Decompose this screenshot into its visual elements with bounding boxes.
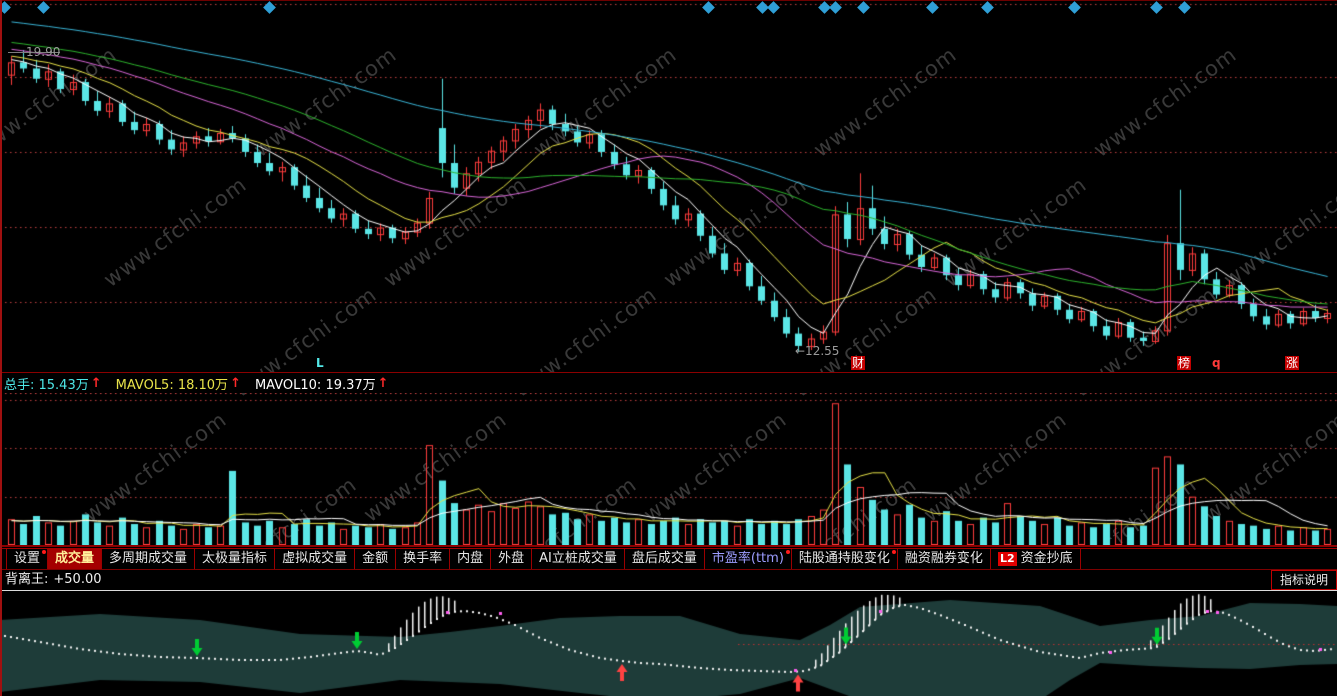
tab-label: 市盈率(ttm) [711,551,784,566]
tab-6[interactable]: 换手率 [396,549,451,569]
event-letter-marker[interactable]: q [1212,356,1221,370]
indicator-tab-bar: 设置 成交量 多周期成交量 太极量指标 虚拟成交量 金额 换手率 内盘 外盘 AI立桩成交量 盘后成… [0,548,1337,570]
tab-label: 资金抄底 [1020,551,1073,566]
volume-readout: 总手: 15.43万 ↑ [4,374,102,393]
indicator-header: 背离王: +50.00 指标说明 [0,570,1337,591]
tab-label: 多周期成交量 [109,551,188,566]
volume-readout-text: MAVOL10: 19.37万 [254,377,376,393]
tab-0[interactable]: 设置 [6,549,49,569]
volume-tabs-divider [0,545,1337,547]
tab-14[interactable]: L2 资金抄底 [991,549,1081,569]
volume-readout-text: 总手: 15.43万 [4,377,89,393]
tab-label: AI立桩成交量 [539,551,617,566]
notification-dot-icon [891,550,896,554]
tab-label: 盘后成交量 [631,551,697,566]
tab-label: 内盘 [457,551,484,566]
up-arrow-icon: ↑ [230,375,241,391]
tab-7[interactable]: 内盘 [450,549,492,569]
volume-readout: MAVOL5: 18.10万 ↑ [116,374,241,393]
tab-10[interactable]: 盘后成交量 [625,549,705,569]
tab-label: 虚拟成交量 [282,551,348,566]
indicator-help-button[interactable]: 指标说明 [1270,570,1337,590]
main-candlestick-chart[interactable] [0,0,1337,373]
high-price-label: 19.90 [26,45,61,59]
tab-label: 外盘 [498,551,525,566]
tab-8[interactable]: 外盘 [491,549,533,569]
tab-label: 金额 [362,551,389,566]
tab-label: 陆股通持股变化 [798,551,890,566]
tab-12[interactable]: 陆股通持股变化 [792,549,898,569]
left-axis-line [0,0,2,696]
indicator-title: 背离王: [5,572,49,587]
tab-11[interactable]: 市盈率(ttm) [705,549,792,569]
notification-dot-icon [42,550,47,554]
volume-readout: MAVOL10: 19.37万 ↑ [255,374,389,393]
tab-1[interactable]: 成交量 [48,549,103,569]
event-letter-marker[interactable]: 涨 [1285,356,1300,370]
volume-header: 总手: 15.43万 ↑ MAVOL5: 18.10万 ↑ MAVOL10: 19.37… [0,373,1337,393]
main-volume-divider [0,372,1337,373]
top-border-line [0,0,1337,1]
tab-13[interactable]: 融资融券变化 [898,549,991,569]
tab-9[interactable]: AI立桩成交量 [532,549,625,569]
event-letter-marker[interactable]: 榜 [1177,356,1192,370]
event-letter-marker[interactable]: L [316,356,324,370]
notification-dot-icon [785,550,790,554]
indicator-value: +50.00 [53,572,102,587]
tab-2[interactable]: 多周期成交量 [102,549,196,569]
tab-5[interactable]: 金额 [355,549,397,569]
tab-label: 成交量 [55,551,95,566]
up-arrow-icon: ↑ [377,375,389,391]
event-letter-marker[interactable]: 财 [851,356,866,370]
volume-chart[interactable] [0,393,1337,545]
divergence-indicator-chart[interactable] [0,591,1337,696]
tab-4[interactable]: 虚拟成交量 [275,549,356,569]
l2-badge: L2 [997,552,1017,566]
tab-3[interactable]: 太极量指标 [195,549,276,569]
volume-readout-text: MAVOL5: 18.10万 [115,377,229,393]
tab-label: 太极量指标 [202,551,268,566]
high-price-leader-line [8,52,60,53]
low-price-label: ←12.55 [795,344,840,358]
up-arrow-icon: ↑ [90,375,102,391]
tab-label: 设置 [14,551,41,566]
tab-label: 换手率 [403,551,443,566]
tab-label: 融资融券变化 [904,551,983,566]
